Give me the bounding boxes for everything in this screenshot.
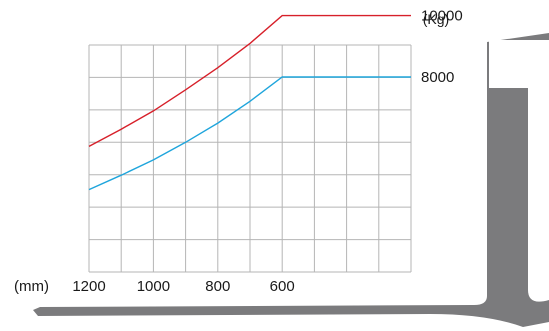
series-lines (88, 14, 411, 191)
series-line-1 (88, 14, 411, 148)
grid (88, 44, 412, 273)
fork-inner-gap (528, 84, 549, 302)
x-tick-labels: 1200 1000 800 600 (72, 278, 294, 295)
fork-heel-highlight (489, 40, 549, 88)
x-tick-label: 1000 (137, 278, 170, 295)
x-tick-label: 600 (270, 278, 295, 295)
x-axis-unit-label: (mm) (14, 278, 49, 295)
series-line-2 (88, 76, 411, 191)
series-end-label: 10000 (421, 8, 463, 25)
series-end-labels: 10000 8000 (421, 8, 463, 86)
x-tick-label: 800 (205, 278, 230, 295)
x-tick-label: 1200 (72, 278, 105, 295)
y-axis-unit-label: (Kg) (423, 11, 449, 27)
series-end-label: 8000 (421, 69, 454, 86)
